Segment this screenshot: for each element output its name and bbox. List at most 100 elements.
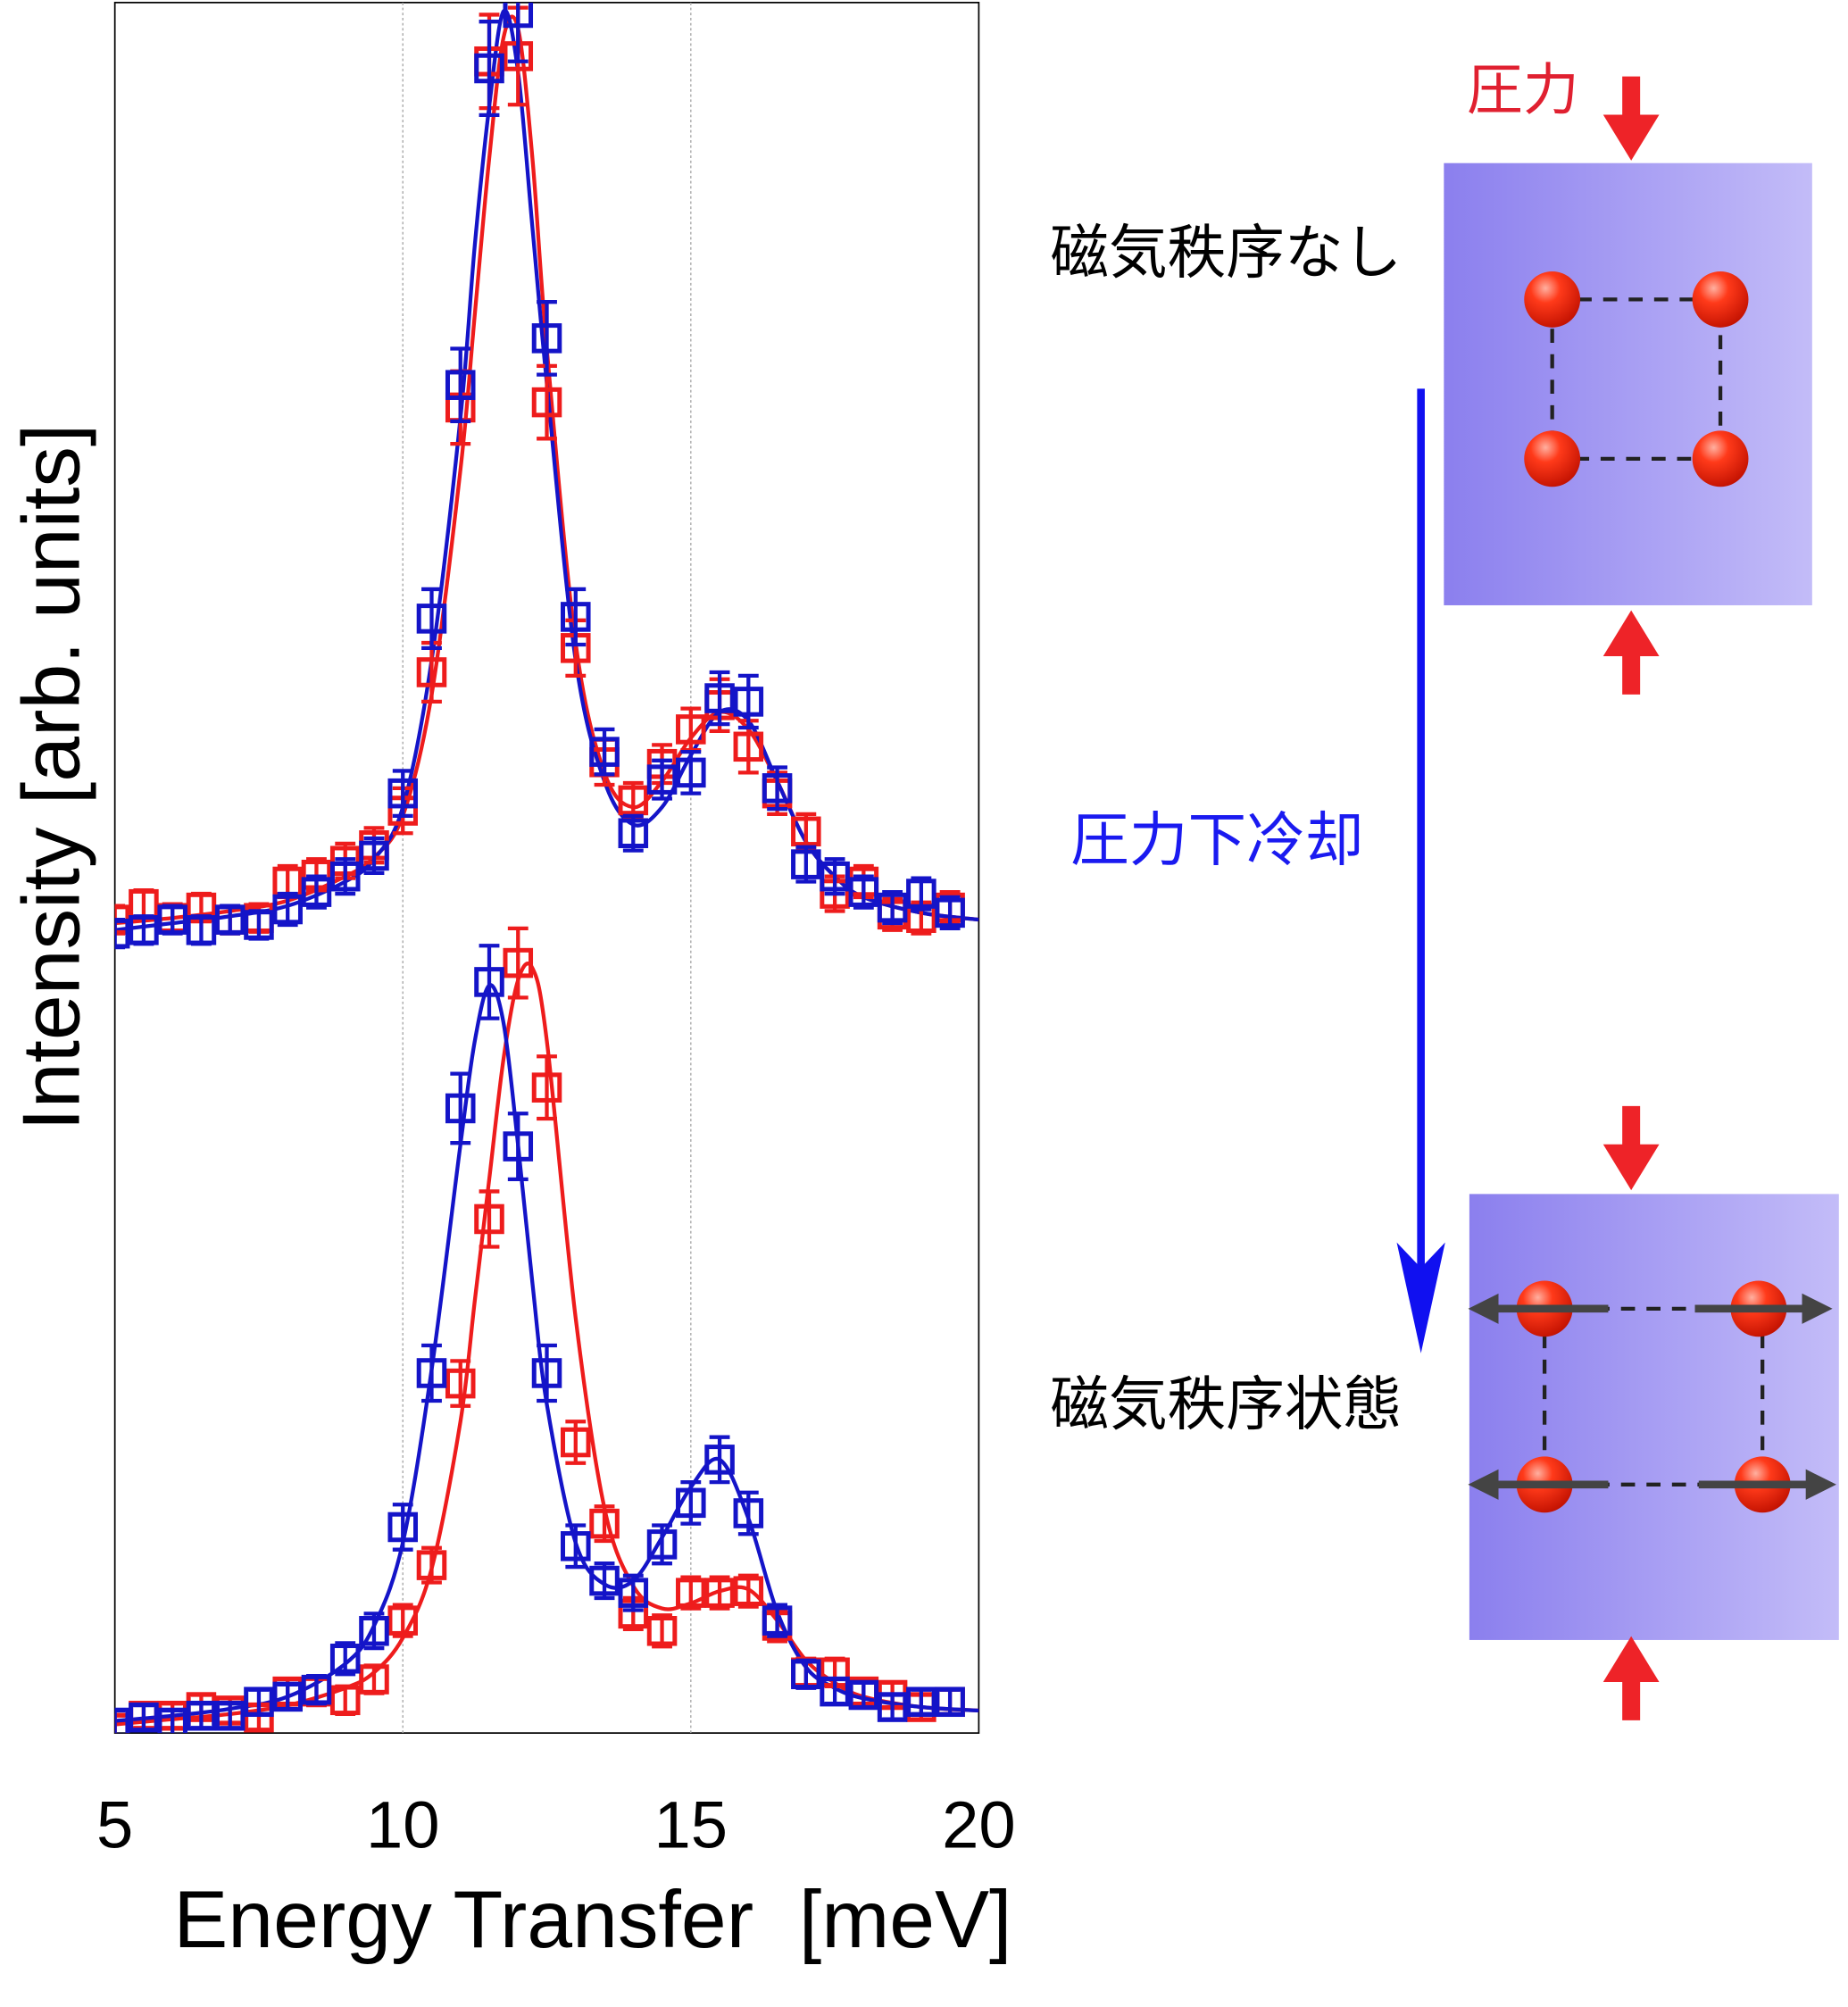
data-point [157, 904, 187, 935]
data-point [791, 816, 821, 847]
data-point [531, 323, 562, 354]
data-point [445, 1093, 476, 1124]
error-bar [421, 587, 442, 650]
y-axis-label: Intensity [arb. units] [6, 424, 97, 1131]
data-point [531, 1358, 562, 1388]
pressure-label: 圧力 [1467, 60, 1579, 122]
data-point [244, 1686, 274, 1718]
data-point [676, 714, 706, 745]
data-point [589, 737, 620, 767]
error-bar [537, 1054, 557, 1121]
error-bar [133, 888, 154, 920]
data-point [935, 897, 965, 929]
error-bar [479, 944, 500, 1020]
data-point [561, 1531, 591, 1561]
data-point [762, 773, 793, 804]
error-bar [392, 1603, 413, 1638]
data-point [531, 387, 562, 418]
data-point [503, 1131, 534, 1162]
data-point [561, 602, 591, 632]
error-bar [335, 1641, 356, 1677]
data-point [474, 1203, 504, 1235]
data-point [329, 1685, 361, 1716]
error-bar [392, 1503, 413, 1552]
error-bar [709, 1435, 730, 1485]
error-bar [248, 909, 270, 941]
data-point [791, 1659, 821, 1689]
error-bar [680, 1575, 702, 1611]
data-point [416, 657, 447, 687]
data-point [186, 914, 217, 945]
data-point [214, 904, 246, 935]
data-point [733, 731, 764, 762]
data-point [618, 1578, 649, 1608]
data-point [503, 2, 534, 29]
data-point [877, 892, 908, 923]
data-point [129, 1702, 159, 1733]
x-tick-label: 10 [366, 1788, 440, 1862]
data-point [272, 894, 303, 925]
error-bar [421, 1343, 442, 1403]
data-point [906, 879, 936, 909]
data-point [848, 877, 879, 907]
data-point [561, 1427, 591, 1458]
data-point [416, 1358, 447, 1388]
data-point [618, 818, 649, 848]
error-bar [652, 1613, 672, 1649]
pressure-arrow [1602, 610, 1660, 695]
data-point [589, 1508, 620, 1539]
error-bar [882, 889, 903, 926]
error-bar [507, 926, 529, 1000]
pressure-arrow [1602, 1636, 1660, 1720]
error-bar [709, 1575, 730, 1611]
data-point [676, 1578, 706, 1608]
error-bar [709, 670, 730, 727]
pressure-arrow [1602, 1105, 1660, 1191]
data-point [244, 910, 274, 940]
error-bar [537, 300, 557, 377]
error-bar [392, 769, 413, 818]
error-bar [737, 1573, 759, 1609]
data-point [704, 1578, 735, 1608]
fit-line [114, 8, 979, 932]
data-point [416, 604, 447, 634]
plot-frame [113, 1, 980, 1734]
atoms [1524, 271, 1749, 487]
data-point [474, 967, 504, 997]
data-point [157, 1707, 187, 1734]
data-point [676, 1487, 706, 1519]
data-point [676, 757, 706, 788]
data-point [791, 849, 821, 879]
data-point [301, 1674, 332, 1705]
error-bar [450, 1071, 471, 1145]
pressure-arrow [1602, 76, 1660, 161]
data-point [762, 1605, 793, 1636]
data-point [329, 1644, 361, 1674]
x-axis-label: Energy Transfer [meV] [173, 1874, 1011, 1965]
data-point [387, 1511, 419, 1543]
data-point [387, 778, 419, 809]
error-bar [450, 346, 471, 424]
data-point [820, 1676, 850, 1707]
error-bar [450, 1359, 471, 1408]
x-tick-label: 20 [942, 1788, 1016, 1862]
data-point [214, 1700, 246, 1731]
data-point [503, 947, 534, 979]
data-point [733, 687, 764, 717]
data-point [704, 683, 735, 713]
data-point [618, 785, 649, 816]
data-point [733, 1498, 764, 1528]
data-point [114, 918, 130, 949]
data-point [359, 1616, 389, 1646]
error-bar [277, 891, 298, 928]
data-point [114, 1707, 130, 1734]
plot-area [114, 2, 979, 1734]
diagram: 圧力 磁気秩序なし 圧力下冷却 磁気秩序状態 [1050, 60, 1839, 1720]
data-point [935, 1686, 965, 1718]
data-point [704, 1445, 735, 1475]
data-point [416, 1550, 447, 1580]
data-point [646, 1529, 678, 1560]
data-point [531, 1072, 562, 1103]
data-point [445, 370, 476, 400]
